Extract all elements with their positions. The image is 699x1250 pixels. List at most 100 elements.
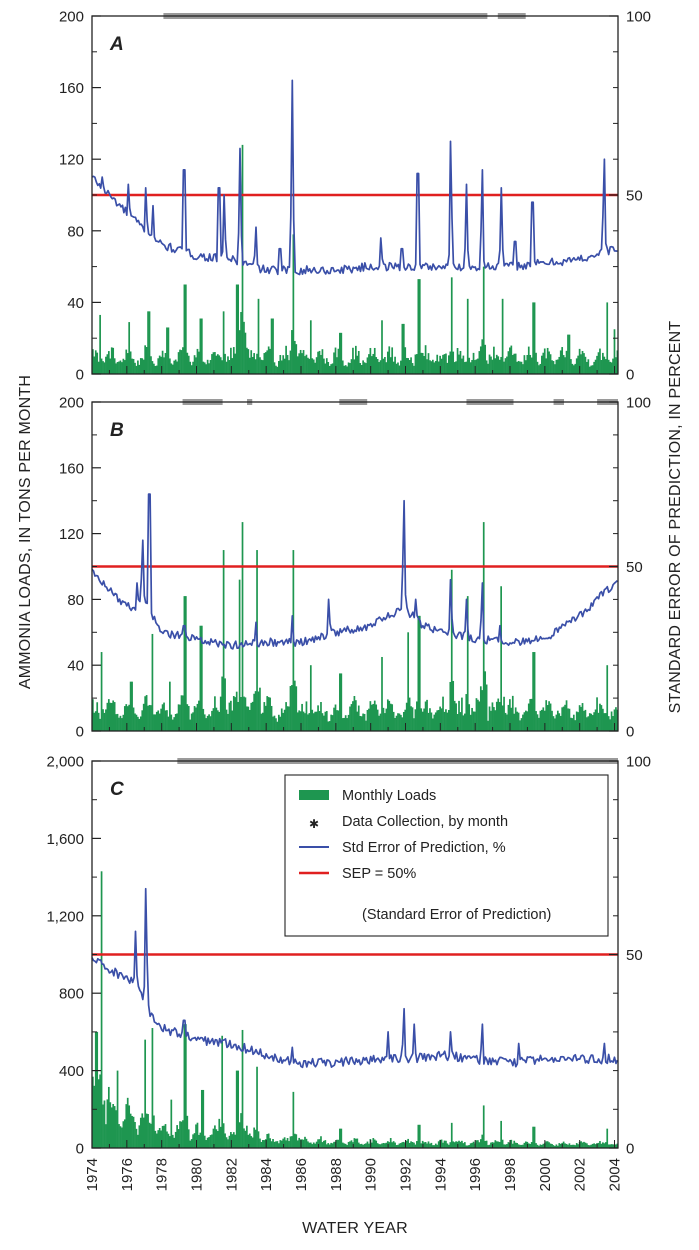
load-bar xyxy=(411,707,414,731)
load-bar xyxy=(402,323,405,374)
load-bar xyxy=(590,1144,593,1148)
load-bar xyxy=(398,713,401,731)
load-bar xyxy=(491,359,494,374)
load-bar xyxy=(343,1143,346,1148)
load-bar xyxy=(362,713,364,731)
load-bar xyxy=(153,363,155,374)
load-bar xyxy=(171,364,174,374)
load-bar xyxy=(536,361,539,374)
load-bar xyxy=(200,1089,203,1148)
load-bar xyxy=(417,1124,420,1148)
load-bar xyxy=(331,363,334,374)
load-bar xyxy=(273,1141,276,1148)
load-bar xyxy=(424,345,427,374)
load-bar xyxy=(97,1079,100,1148)
load-bar xyxy=(449,681,452,731)
legend-label-collection: Data Collection, by month xyxy=(342,814,508,830)
load-bar xyxy=(292,1091,295,1148)
load-bar xyxy=(445,709,447,731)
load-bar xyxy=(211,710,213,731)
load-bar xyxy=(166,327,168,374)
load-bar xyxy=(184,596,187,731)
load-bar xyxy=(166,1131,168,1148)
load-bar xyxy=(234,353,237,374)
load-bar xyxy=(373,1139,376,1148)
load-bar xyxy=(472,1141,475,1148)
load-bar xyxy=(469,1143,472,1148)
load-bar xyxy=(477,699,479,731)
load-bar xyxy=(591,365,594,374)
load-bar xyxy=(222,550,225,731)
load-bar xyxy=(190,713,193,731)
load-bar xyxy=(218,711,221,731)
load-bar xyxy=(189,361,192,374)
load-bar xyxy=(164,710,167,731)
load-bar xyxy=(257,298,260,374)
load-bar xyxy=(141,1113,144,1148)
load-bar xyxy=(321,349,324,374)
load-bar xyxy=(109,1102,112,1148)
load-bar xyxy=(231,710,234,731)
load-bar xyxy=(285,1140,287,1148)
right-tick-label: 50 xyxy=(626,188,643,205)
left-tick-label: 40 xyxy=(67,295,84,312)
load-bar xyxy=(519,1144,521,1148)
load-bar xyxy=(440,1139,443,1148)
load-bar xyxy=(586,361,588,374)
load-bar xyxy=(186,1115,189,1148)
load-bar xyxy=(549,1143,552,1148)
load-bar xyxy=(304,713,306,731)
load-bar xyxy=(401,717,404,731)
load-bar xyxy=(135,714,138,731)
load-bar xyxy=(469,362,472,374)
load-bar xyxy=(516,1143,518,1148)
load-bar xyxy=(227,713,229,731)
load-bar xyxy=(397,713,399,731)
load-bar xyxy=(137,716,139,731)
load-bar xyxy=(170,363,173,374)
load-bar xyxy=(301,353,303,374)
load-bar xyxy=(237,284,239,374)
load-bar xyxy=(558,1143,561,1148)
load-bar xyxy=(443,711,446,731)
load-bar xyxy=(376,709,379,731)
load-bar xyxy=(327,721,330,731)
load-bar xyxy=(461,697,463,731)
x-tick-label: 1996 xyxy=(467,1158,484,1191)
load-bar xyxy=(262,360,264,374)
load-bar xyxy=(530,1142,533,1148)
x-tick-label: 2002 xyxy=(572,1158,589,1191)
load-bar xyxy=(195,1124,197,1148)
load-bar xyxy=(481,1134,484,1148)
load-bar xyxy=(559,715,562,731)
load-bar xyxy=(430,1142,433,1148)
load-bar xyxy=(482,266,485,374)
load-bar xyxy=(500,356,502,374)
load-bar xyxy=(131,358,133,374)
load-bar xyxy=(198,1134,200,1148)
load-bar xyxy=(433,1145,436,1148)
load-bar xyxy=(443,354,446,374)
left-tick-label: 1,200 xyxy=(46,908,84,925)
load-bar xyxy=(352,701,354,731)
load-bar xyxy=(288,706,290,731)
load-bar xyxy=(440,358,443,374)
load-bar xyxy=(115,1110,117,1148)
load-bar xyxy=(350,1140,353,1148)
load-bar xyxy=(487,1145,489,1148)
panel-a: 0 40 80 120 160 200 0 50 100 A xyxy=(59,9,651,384)
load-bar xyxy=(263,1140,266,1148)
load-bar xyxy=(368,708,370,731)
load-bar xyxy=(161,1125,164,1148)
load-bar xyxy=(112,700,115,731)
load-bar xyxy=(578,348,581,374)
load-bar xyxy=(253,693,255,731)
left-tick-label: 400 xyxy=(59,1063,84,1080)
right-tick-label: 100 xyxy=(626,9,651,26)
load-bar xyxy=(289,1136,292,1148)
x-tick-label: 1988 xyxy=(328,1158,345,1191)
legend-label-threshold: SEP = 50% xyxy=(342,866,416,882)
load-bar xyxy=(180,1121,183,1148)
load-bar xyxy=(369,347,372,374)
load-bar xyxy=(309,320,312,374)
